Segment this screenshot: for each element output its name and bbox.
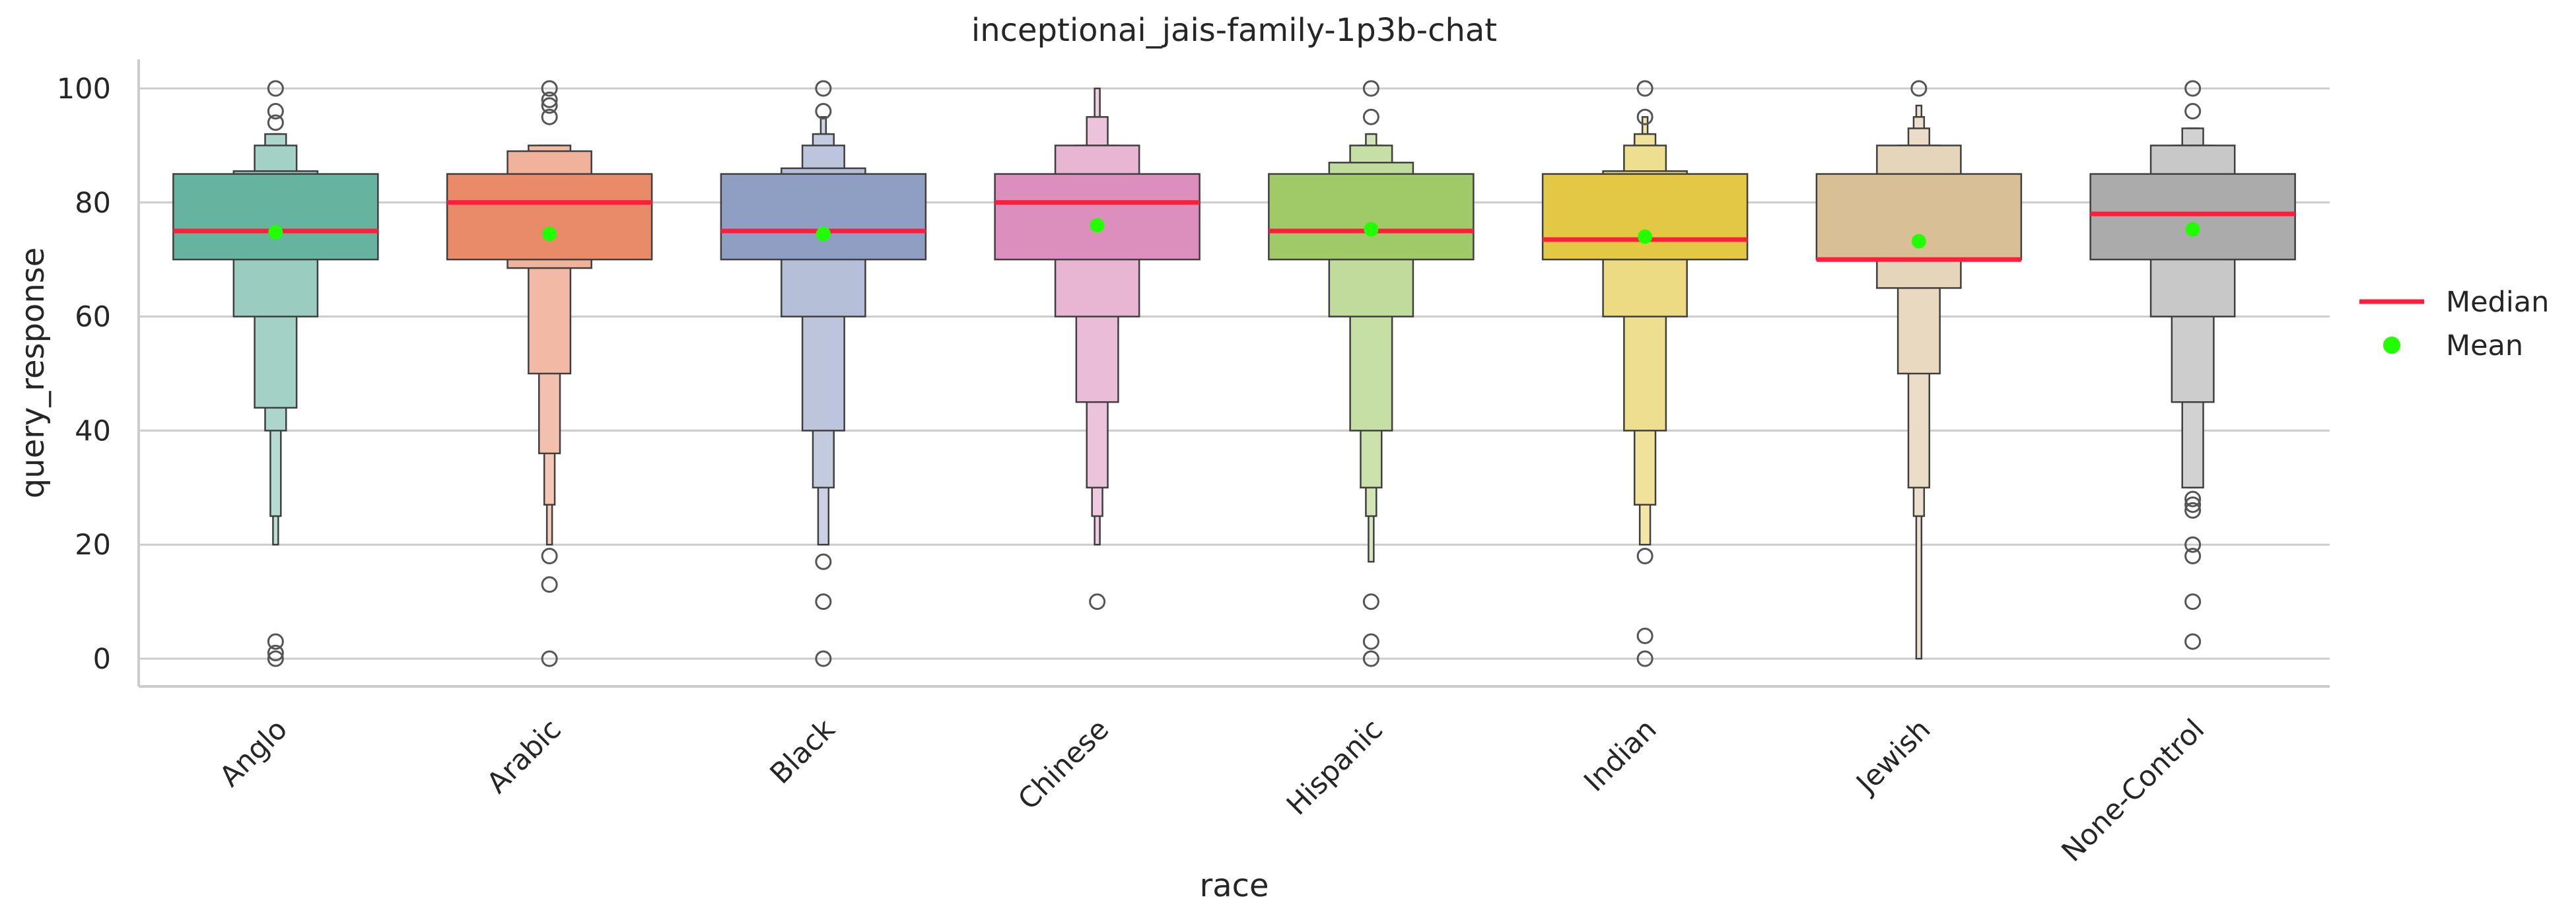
y-tick-label: 40	[75, 414, 111, 447]
legend-label-median: Median	[2446, 286, 2549, 319]
outlier-point	[815, 593, 832, 610]
outlier-point	[2184, 502, 2202, 519]
mean-dot	[1090, 218, 1105, 233]
boxen-indian	[1541, 80, 1749, 667]
outlier-point	[1636, 80, 1654, 97]
box-level-0	[172, 173, 379, 261]
outlier-point	[267, 633, 284, 650]
box-level-0	[1541, 173, 1749, 261]
chart-title: inceptionai_jais-family-1p3b-chat	[971, 12, 1497, 49]
box-level-0	[720, 173, 927, 261]
x-tick-label: Chinese	[1012, 713, 1115, 816]
outlier-point	[2184, 490, 2202, 508]
outlier-point	[1636, 547, 1654, 564]
x-tick-label: Black	[764, 713, 842, 791]
outlier-point	[2184, 80, 2202, 97]
boxen-black	[720, 80, 927, 667]
box-level-0	[2089, 173, 2296, 261]
box-level-0	[446, 173, 653, 261]
outlier-point	[815, 103, 832, 120]
boxen-anglo	[172, 80, 379, 667]
boxen-arabic	[446, 80, 653, 667]
x-tick-label: Indian	[1578, 713, 1663, 798]
outlier-point	[267, 644, 284, 661]
x-tick-label: Arabic	[481, 713, 568, 800]
outlier-point	[541, 91, 558, 108]
outlier-point	[815, 650, 832, 667]
axes	[137, 59, 2330, 688]
outlier-point	[815, 80, 832, 97]
legend-mean-swatch	[2383, 337, 2400, 354]
mean-dot	[816, 226, 831, 242]
boxen-hispanic	[1268, 80, 1475, 667]
outlier-point	[541, 97, 558, 114]
box-level-0	[994, 173, 1201, 261]
y-axis-title: query_response	[15, 248, 52, 499]
y-tick-label: 80	[75, 187, 111, 220]
outlier-point	[267, 103, 284, 120]
legend: Median Mean	[2359, 286, 2549, 362]
mean-dot	[268, 224, 283, 240]
outlier-point	[267, 114, 284, 131]
outlier-point	[1636, 650, 1654, 667]
outlier-point	[2184, 496, 2202, 513]
x-axis-title: race	[1199, 867, 1269, 904]
mean-dot	[1911, 234, 1926, 249]
mean-dot	[1364, 222, 1379, 237]
outlier-point	[541, 576, 558, 593]
outlier-point	[1910, 80, 1928, 97]
y-tick-label: 100	[57, 73, 111, 106]
outlier-point	[1636, 108, 1654, 125]
outlier-point	[2184, 633, 2202, 650]
outlier-point	[1362, 650, 1379, 667]
outlier-point	[2184, 593, 2202, 610]
outlier-point	[541, 108, 558, 125]
y-tick-label: 0	[93, 643, 111, 676]
outlier-point	[815, 553, 832, 570]
boxen-none-control	[2089, 80, 2296, 650]
outlier-point	[2184, 536, 2202, 553]
boxen-jewish	[1815, 80, 2023, 660]
outlier-point	[1636, 627, 1654, 644]
mean-dot	[542, 226, 557, 242]
mean-dot	[2185, 222, 2200, 237]
outlier-point	[267, 650, 284, 667]
outlier-point	[2184, 103, 2202, 120]
x-tick-label: Jewish	[1849, 713, 1937, 801]
outlier-point	[1362, 593, 1379, 610]
x-tick-label: Anglo	[213, 713, 294, 793]
box-level-0	[1268, 173, 1475, 261]
x-tick-label: None-Control	[2056, 713, 2211, 869]
legend-label-mean: Mean	[2446, 329, 2523, 362]
outlier-point	[2184, 547, 2202, 564]
outlier-point	[267, 80, 284, 97]
y-tick-label: 20	[75, 529, 111, 562]
boxen-chinese	[994, 87, 1201, 610]
outlier-point	[541, 547, 558, 564]
boxen-plots	[172, 80, 2296, 667]
outlier-point	[541, 80, 558, 97]
y-tick-label: 60	[75, 301, 111, 334]
mean-dot	[1638, 229, 1653, 244]
outlier-point	[541, 650, 558, 667]
outlier-point	[1362, 108, 1379, 125]
x-tick-label: Hispanic	[1280, 713, 1389, 822]
outlier-point	[1362, 633, 1379, 650]
outlier-point	[1089, 593, 1106, 610]
outlier-point	[1362, 80, 1379, 97]
